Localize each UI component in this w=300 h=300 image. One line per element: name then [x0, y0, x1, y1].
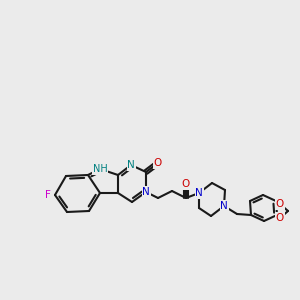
Text: N: N [195, 188, 203, 198]
Text: N: N [127, 160, 135, 170]
Text: NH: NH [93, 164, 107, 174]
Text: O: O [154, 158, 162, 168]
Text: O: O [276, 199, 284, 209]
Text: N: N [142, 187, 150, 197]
Text: N: N [220, 201, 228, 211]
Text: O: O [182, 179, 190, 189]
Text: O: O [276, 213, 284, 223]
Text: F: F [45, 190, 50, 200]
